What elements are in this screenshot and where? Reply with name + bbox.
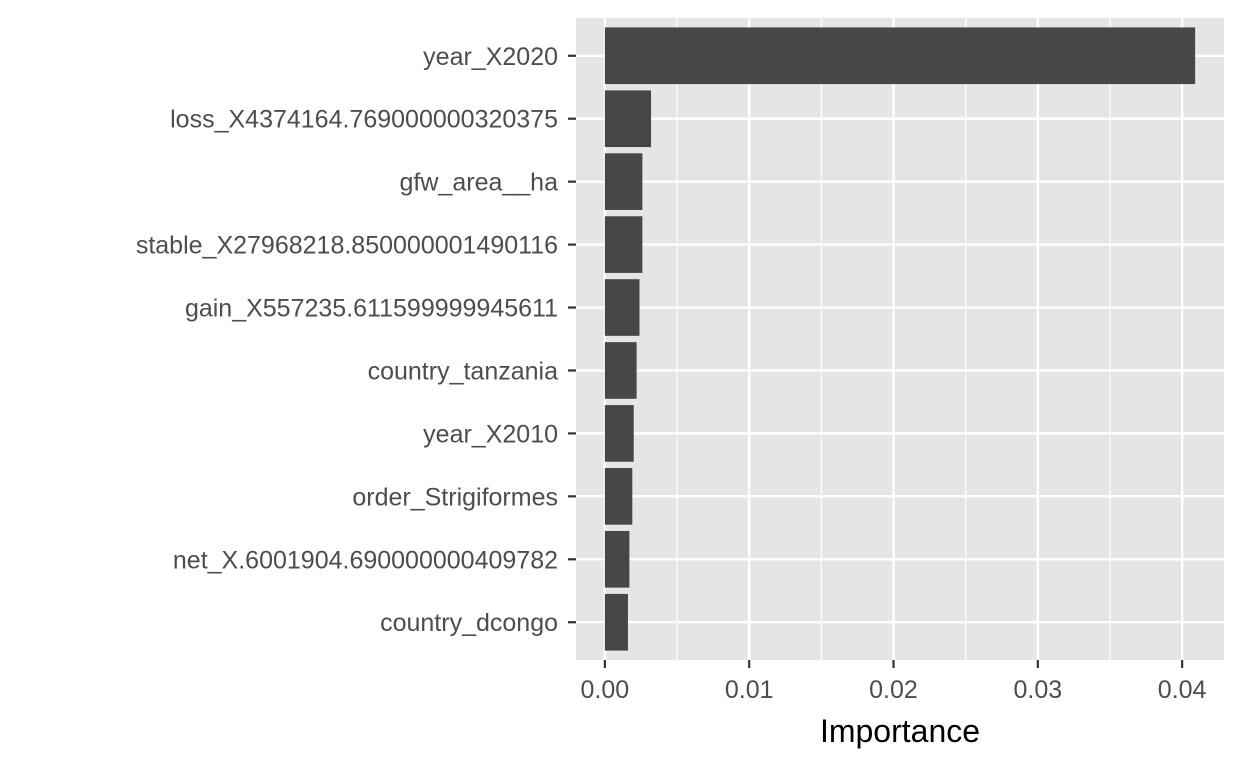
bar-year_X2020 [604, 27, 1196, 85]
bar-stable_X27968218.850000001490116 [604, 216, 643, 273]
x-tick-label: 0.00 [581, 676, 630, 704]
x-axis: 0.00 0.01 0.02 0.03 0.04 [581, 660, 1207, 704]
x-tick-label: 0.04 [1158, 676, 1207, 704]
y-tick-label: gain_X557235.611599999945611 [185, 295, 558, 323]
x-tick-label: 0.02 [869, 676, 918, 704]
grid-major [576, 18, 1224, 660]
y-tick-label: gfw_area__ha [400, 169, 559, 197]
bar-country_tanzania [604, 342, 637, 399]
bar-loss_X4374164.769000000320375 [604, 90, 652, 148]
y-tick-label: stable_X27968218.850000001490116 [136, 232, 558, 260]
bars [604, 27, 1196, 651]
bar-order_Strigiformes [604, 468, 633, 525]
grid-minor [676, 18, 1111, 660]
y-tick-label: loss_X4374164.769000000320375 [170, 106, 558, 134]
y-tick-label: year_X2010 [423, 420, 558, 448]
y-tick-label: year_X2020 [423, 43, 558, 71]
x-tick-label: 0.01 [725, 676, 774, 704]
bar-year_X2010 [604, 405, 634, 462]
bar-net_X.6001904.690000000409782 [604, 530, 630, 588]
y-tick-label: country_tanzania [368, 357, 559, 385]
bar-country_dcongo [604, 593, 628, 651]
plot-panel [576, 18, 1224, 660]
y-tick-label: order_Strigiformes [352, 483, 558, 511]
bar-gain_X557235.611599999945611 [604, 279, 640, 336]
y-tick-label: net_X.6001904.690000000409782 [173, 546, 558, 574]
x-axis-title: Importance [820, 713, 980, 749]
bar-gfw_area__ha [604, 153, 643, 210]
y-tick-label: country_dcongo [380, 609, 558, 637]
x-tick-label: 0.03 [1013, 676, 1062, 704]
y-axis: year_X2020 loss_X4374164.769000000320375g… [136, 43, 576, 637]
